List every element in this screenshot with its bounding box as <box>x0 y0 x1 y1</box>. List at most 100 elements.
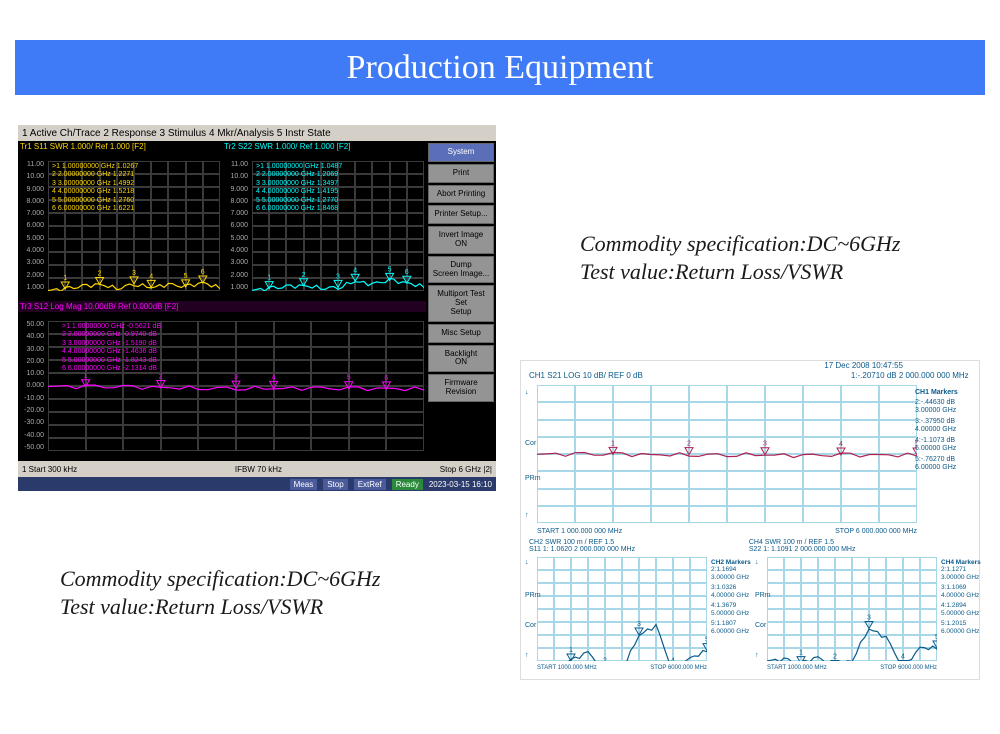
svg-text:1: 1 <box>63 275 67 282</box>
svg-text:3: 3 <box>336 273 340 280</box>
x-stop: STOP 6 000.000 000 MHz <box>835 528 917 535</box>
trace-s21: 12345 <box>537 385 917 523</box>
annot-down-icon: ↓ <box>755 559 759 566</box>
annot-up-icon: ↑ <box>525 512 529 519</box>
softkey-button[interactable]: Firmware Revision <box>428 374 494 402</box>
svg-text:3: 3 <box>234 374 238 381</box>
annot-cor: Cor <box>525 622 536 629</box>
svg-text:3: 3 <box>763 441 767 448</box>
caption-1: Commodity specification:DC~6GHz Test val… <box>580 230 900 285</box>
title-bar: Production Equipment <box>15 40 985 95</box>
svg-text:3: 3 <box>637 621 641 628</box>
status-tag: Ready <box>392 479 423 490</box>
svg-text:4: 4 <box>901 654 905 661</box>
marker-table-s22: >1 1.00000000 GHz 1.0487 2 2.00000000 GH… <box>256 163 342 213</box>
softkey-button[interactable]: Invert Image ON <box>428 226 494 254</box>
ch1-header-left: CH1 S21 LOG 10 dB/ REF 0 dB <box>529 371 643 380</box>
status-bar: 1 Start 300 kHz IFBW 70 kHz Stop 6 GHz |… <box>18 461 496 477</box>
plot-s22-swr: Tr2 S22 SWR 1.000/ Ref 1.000 [F2] 11.001… <box>222 141 426 301</box>
status-bar-2: Meas Stop ExtRef Ready 2023-03-15 16:10 <box>18 477 496 491</box>
svg-text:1: 1 <box>799 650 803 657</box>
annot-down-icon: ↓ <box>525 559 529 566</box>
x-start: START 1000.000 MHz <box>537 665 597 671</box>
svg-text:2: 2 <box>302 272 306 279</box>
ch4-header: CH4 SWR 100 m / REF 1.5 S22 1: 1.1091 2 … <box>749 539 969 553</box>
x-stop: STOP 6000.000 MHz <box>880 665 937 671</box>
softkey-button[interactable]: Backlight ON <box>428 345 494 373</box>
svg-text:1: 1 <box>569 647 573 654</box>
caption-line: Commodity specification:DC~6GHz <box>60 566 380 591</box>
page-title: Production Equipment <box>347 49 654 87</box>
annot-prm: PRm <box>525 592 541 599</box>
svg-text:2: 2 <box>98 271 102 278</box>
trace-s11: 12345 <box>537 557 707 661</box>
svg-text:4: 4 <box>839 441 843 448</box>
plot-header: Tr1 S11 SWR 1.000/ Ref 1.000 [F2] <box>18 141 222 152</box>
trace-s22: 12345 <box>767 557 937 661</box>
status-tag: Stop <box>323 479 347 490</box>
annot-cor: Cor <box>755 622 766 629</box>
softkey-button[interactable]: Print <box>428 164 494 183</box>
y-axis-ticks: 11.0010.009.0008.0007.0006.0005.0004.000… <box>222 161 250 291</box>
svg-text:6: 6 <box>384 375 388 382</box>
softkey-button[interactable]: Printer Setup... <box>428 205 494 224</box>
annot-cor: Cor <box>525 440 536 447</box>
svg-text:5: 5 <box>935 634 937 641</box>
annot-down-icon: ↓ <box>525 389 529 396</box>
vna-screenshot-1: 1 Active Ch/Trace 2 Response 3 Stimulus … <box>18 125 496 491</box>
status-ifbw: IFBW 70 kHz <box>235 465 282 474</box>
softkey-button[interactable]: Misc Setup <box>428 324 494 343</box>
x-stop: STOP 6000.000 MHz <box>650 665 707 671</box>
caption-line: Test value:Return Loss/VSWR <box>60 594 323 619</box>
softkey-button[interactable]: Multiport Test Set Setup <box>428 285 494 321</box>
svg-text:2: 2 <box>833 654 837 661</box>
svg-text:1: 1 <box>267 275 271 282</box>
status-tag: ExtRef <box>354 479 386 490</box>
plot-s11-swr: Tr1 S11 SWR 1.000/ Ref 1.000 [F2] 11.001… <box>18 141 222 301</box>
softkey-button[interactable]: Dump Screen Image... <box>428 256 494 284</box>
x-start: START 1 000.000 000 MHz <box>537 528 622 535</box>
status-start: 1 Start 300 kHz <box>22 465 77 474</box>
caption-line: Commodity specification:DC~6GHz <box>580 231 900 256</box>
svg-text:2: 2 <box>603 657 607 661</box>
plot-s21-log: 12345 ↓ Cor PRm ↑ START 1 000.000 000 MH… <box>537 385 917 523</box>
status-stop: Stop 6 GHz |2| <box>440 465 492 474</box>
annot-prm: PRm <box>525 475 541 482</box>
svg-text:6: 6 <box>201 269 205 276</box>
marker-table-s12: >1 1.00000000 GHz -0.5621 dB 2 2.0000000… <box>62 323 161 373</box>
ch2-header: CH2 SWR 100 m / REF 1.5 S11 1: 1.0620 2 … <box>529 539 749 553</box>
svg-text:6: 6 <box>405 269 409 276</box>
svg-text:5: 5 <box>184 273 188 280</box>
status-tag: Meas <box>290 479 318 490</box>
marker-table-s11: >1 1.00000000 GHz 1.0267 2 2.00000000 GH… <box>52 163 138 213</box>
ch4-markers: CH4 Markers2:1.12713.00000 GHz3:1.10694.… <box>941 559 981 638</box>
svg-text:3: 3 <box>132 270 136 277</box>
vna-screenshot-2: 17 Dec 2008 10:47:55 CH1 S21 LOG 10 dB/ … <box>520 360 980 680</box>
y-axis-ticks: 11.0010.009.0008.0007.0006.0005.0004.000… <box>18 161 46 291</box>
plot-header: Tr3 S12 Log Mag 10.00dB/ Ref 0.000dB [F2… <box>18 301 426 312</box>
softkey-button[interactable]: Abort Printing <box>428 185 494 204</box>
status-datetime: 2023-03-15 16:10 <box>429 480 492 489</box>
svg-text:5: 5 <box>388 266 392 273</box>
caption-line: Test value:Return Loss/VSWR <box>580 259 843 284</box>
svg-text:5: 5 <box>347 375 351 382</box>
annot-up-icon: ↑ <box>755 652 759 659</box>
annot-prm: PRm <box>755 592 771 599</box>
a2-bot-headers: CH2 SWR 100 m / REF 1.5 S11 1: 1.0620 2 … <box>529 539 969 553</box>
svg-text:2: 2 <box>159 374 163 381</box>
ch1-header-right: 1:-.20710 dB 2 000.000 000 MHz <box>851 371 969 380</box>
softkey-sidebar: System Print Abort PrintingPrinter Setup..… <box>426 141 496 461</box>
y-axis-ticks: 50.0040.0030.0020.0010.000.000-10.00-20.… <box>18 321 46 451</box>
plot-header: Tr2 S22 SWR 1.000/ Ref 1.000 [F2] <box>222 141 426 152</box>
annot-up-icon: ↑ <box>525 652 529 659</box>
softkey-button[interactable]: System <box>428 143 494 162</box>
x-start: START 1000.000 MHz <box>767 665 827 671</box>
plot-s22-swr: 12345 ↓ PRm Cor ↑ START 1000.000 MHzSTOP… <box>767 557 937 661</box>
svg-text:1: 1 <box>611 440 615 447</box>
svg-text:2: 2 <box>687 441 691 448</box>
menubar[interactable]: 1 Active Ch/Trace 2 Response 3 Stimulus … <box>18 125 496 141</box>
svg-text:4: 4 <box>353 267 357 274</box>
caption-2: Commodity specification:DC~6GHz Test val… <box>60 565 380 620</box>
svg-text:4: 4 <box>671 657 675 661</box>
svg-text:1: 1 <box>84 373 88 380</box>
